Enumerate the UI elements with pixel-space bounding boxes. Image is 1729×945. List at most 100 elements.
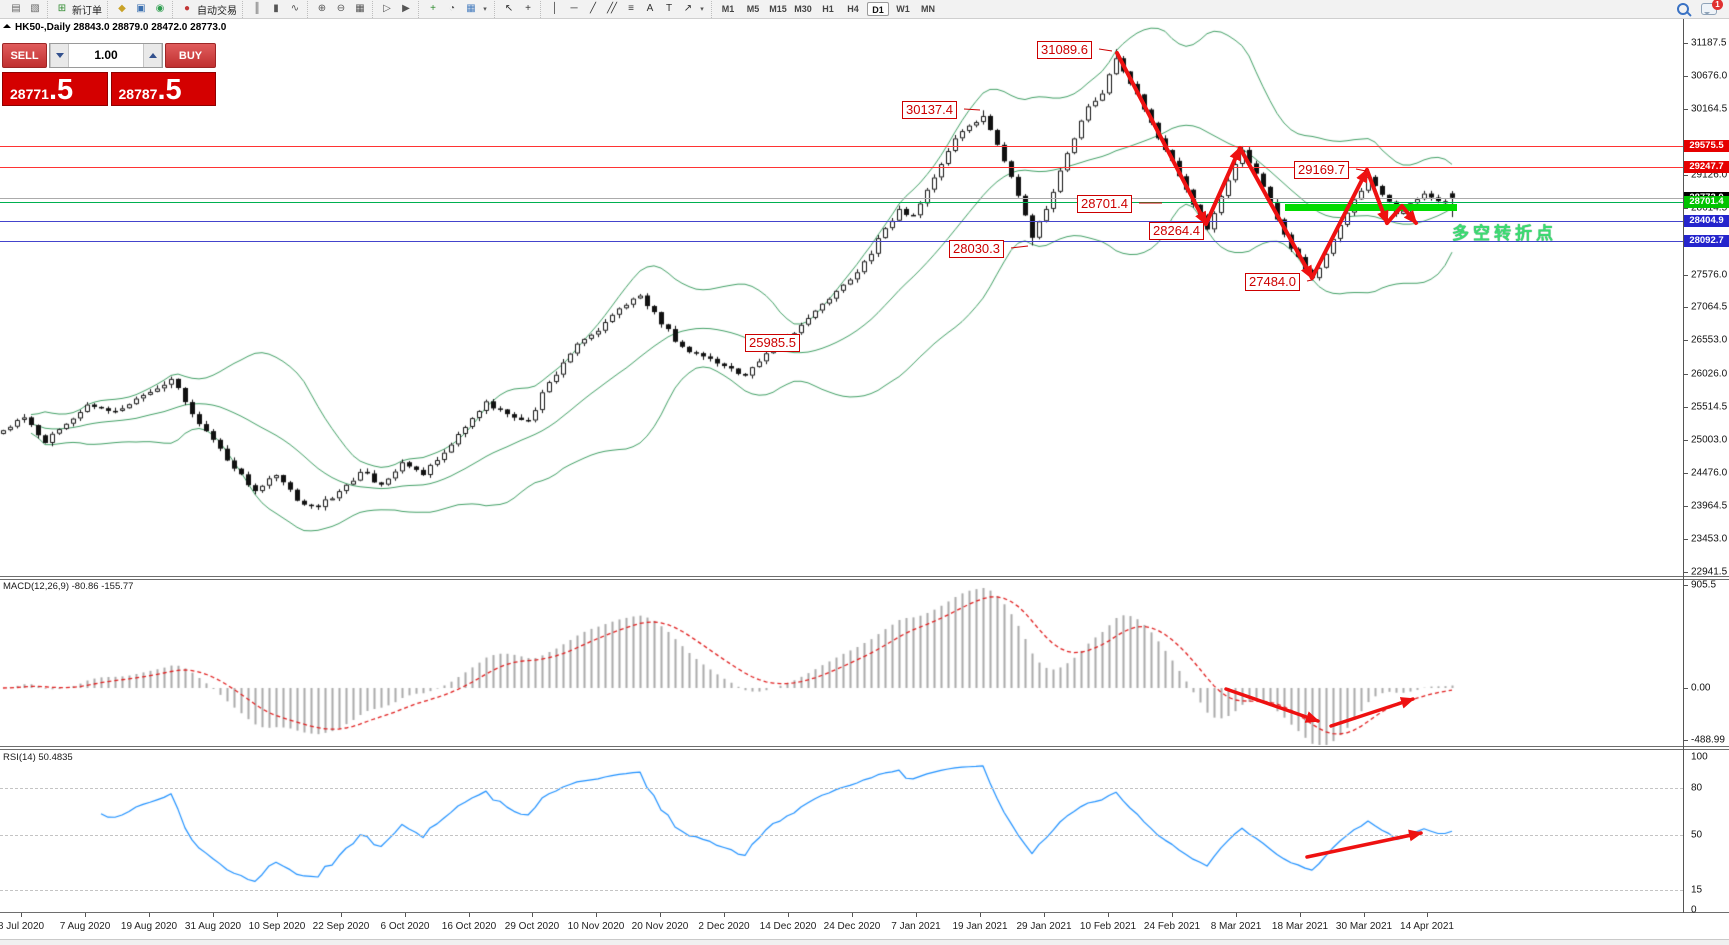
price-callout-label[interactable]: 28030.3 <box>949 240 1004 258</box>
axis-tick <box>1684 585 1688 586</box>
trend-arrow[interactable] <box>1224 687 1320 723</box>
trend-arrow[interactable] <box>1115 51 1208 226</box>
date-axis-label: 10 Nov 2020 <box>567 921 625 932</box>
date-axis-tick <box>852 913 853 917</box>
date-axis-label: 14 Apr 2021 <box>1400 921 1454 932</box>
axis-tick <box>1684 76 1688 77</box>
date-axis-tick <box>660 913 661 917</box>
axis-tick <box>1684 275 1688 276</box>
rsi-level-label: 50 <box>1691 829 1703 841</box>
date-axis-label: 14 Dec 2020 <box>759 921 817 932</box>
trend-arrow[interactable] <box>1385 204 1404 225</box>
date-axis-tick <box>469 913 470 917</box>
trend-arrow[interactable] <box>1238 146 1314 280</box>
horizontal-price-line[interactable] <box>0 167 1683 168</box>
date-axis-label: 20 Nov 2020 <box>631 921 689 932</box>
price-axis-label: 28614.5 <box>1691 202 1728 214</box>
axis-tick <box>1684 740 1688 741</box>
horizontal-price-line[interactable] <box>0 202 1683 203</box>
axis-tick <box>1684 208 1688 209</box>
callout-leader-line <box>1010 245 1029 249</box>
buy-button[interactable]: BUY <box>165 43 216 68</box>
price-tag: 29247.7 <box>1684 161 1729 173</box>
support-zone-line[interactable] <box>1285 204 1457 211</box>
price-callout-label[interactable]: 31089.6 <box>1037 41 1092 59</box>
date-axis-tick <box>980 913 981 917</box>
axis-tick <box>1684 539 1688 540</box>
date-axis-label: 22 Sep 2020 <box>312 921 370 932</box>
trend-arrow[interactable] <box>1310 168 1369 280</box>
callout-leader-line <box>1306 279 1313 282</box>
sell-price-pips: .5 <box>48 74 74 106</box>
date-axis-tick <box>1364 913 1365 917</box>
buy-price-main: 28787 <box>118 86 158 102</box>
macd-scale-label: 0.00 <box>1691 682 1711 694</box>
date-axis-tick <box>405 913 406 917</box>
date-axis-label: 19 Jan 2021 <box>952 921 1008 932</box>
chart-title-bar: HK50-,Daily 28843.0 28879.0 28472.0 2877… <box>3 22 226 33</box>
sell-price-display[interactable]: 28771.5 <box>2 72 108 106</box>
panel-separator <box>0 576 1729 577</box>
date-axis-tick <box>1427 913 1428 917</box>
date-axis-label: 7 Aug 2020 <box>59 921 111 932</box>
sell-price-main: 28771 <box>10 86 49 102</box>
trend-arrow[interactable] <box>1365 168 1389 225</box>
axis-tick <box>1684 407 1688 408</box>
panel-separator <box>0 746 1729 747</box>
triangle-down-icon <box>55 53 64 62</box>
date-axis-tick <box>532 913 533 917</box>
macd-scale-label: 905.5 <box>1691 579 1717 591</box>
price-callout-label[interactable]: 27484.0 <box>1245 273 1300 291</box>
price-axis-line <box>1683 19 1684 913</box>
price-axis-label: 26026.0 <box>1691 368 1728 380</box>
axis-tick <box>1684 175 1688 176</box>
rsi-level-line <box>0 835 1683 836</box>
date-axis-tick <box>596 913 597 917</box>
date-axis-tick <box>213 913 214 917</box>
date-axis-label: 18 Mar 2021 <box>1271 921 1329 932</box>
sell-button[interactable]: SELL <box>2 43 47 68</box>
date-axis-tick <box>724 913 725 917</box>
date-axis-tick <box>21 913 22 917</box>
price-callout-label[interactable]: 30137.4 <box>902 101 957 119</box>
date-axis-tick <box>1044 913 1045 917</box>
date-axis-tick <box>85 913 86 917</box>
volume-decrease-button[interactable] <box>50 44 69 67</box>
price-axis-label: 24476.0 <box>1691 467 1728 479</box>
price-callout-label[interactable]: 25985.5 <box>745 334 800 352</box>
trend-arrow[interactable] <box>1329 697 1415 728</box>
date-axis-label: 10 Sep 2020 <box>248 921 306 932</box>
trend-arrow[interactable] <box>1305 829 1423 859</box>
callout-leader-line <box>963 108 981 111</box>
annotation-text[interactable]: 多空转折点 <box>1452 224 1557 243</box>
buy-price-display[interactable]: 28787.5 <box>110 72 216 106</box>
date-axis-label: 16 Oct 2020 <box>441 921 497 932</box>
price-callout-label[interactable]: 29169.7 <box>1294 161 1349 179</box>
date-axis-label: 29 Jan 2021 <box>1016 921 1072 932</box>
price-tag: 28404.9 <box>1684 215 1729 227</box>
price-axis-label: 22941.5 <box>1691 566 1728 578</box>
horizontal-price-line[interactable] <box>0 198 1683 199</box>
axis-tick <box>1684 43 1688 44</box>
horizontal-price-line[interactable] <box>0 146 1683 147</box>
volume-input[interactable]: 1.00 <box>94 48 118 62</box>
price-tag: 29575.5 <box>1684 140 1729 152</box>
horizontal-price-line[interactable] <box>0 241 1683 242</box>
horizontal-price-line[interactable] <box>0 221 1683 222</box>
trend-arrow[interactable] <box>1204 146 1242 226</box>
date-axis-tick <box>916 913 917 917</box>
price-tag: 28092.7 <box>1684 235 1729 247</box>
chart-collapse-icon[interactable] <box>3 20 11 28</box>
date-axis-tick <box>788 913 789 917</box>
price-callout-label[interactable]: 28264.4 <box>1149 222 1204 240</box>
trend-arrow[interactable] <box>1400 204 1418 225</box>
axis-tick <box>1684 440 1688 441</box>
rsi-level-line <box>0 788 1683 789</box>
volume-increase-button[interactable] <box>143 44 162 67</box>
price-axis-label: 30676.0 <box>1691 70 1728 82</box>
price-callout-label[interactable]: 28701.4 <box>1077 195 1132 213</box>
date-axis-label: 29 Oct 2020 <box>504 921 560 932</box>
